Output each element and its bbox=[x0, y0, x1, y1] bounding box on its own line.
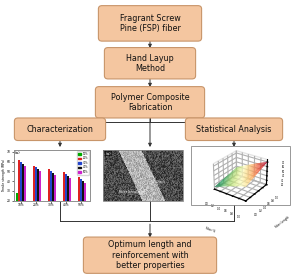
FancyBboxPatch shape bbox=[185, 118, 283, 141]
Text: Crack: Crack bbox=[156, 180, 166, 183]
Legend: 10%, 20%, 30%, 40%, 50%: 10%, 20%, 30%, 40%, 50% bbox=[77, 151, 89, 175]
Bar bbox=[39, 171, 41, 220]
FancyBboxPatch shape bbox=[98, 6, 202, 41]
Bar bbox=[24, 166, 26, 220]
Bar bbox=[52, 173, 54, 220]
Text: Fragrant Screw
Pine (FSP) fiber: Fragrant Screw Pine (FSP) fiber bbox=[120, 14, 180, 33]
Bar bbox=[80, 179, 82, 220]
Bar bbox=[54, 175, 56, 220]
Bar bbox=[37, 169, 39, 220]
Text: Optimum length and
reinforcement with
better properties: Optimum length and reinforcement with be… bbox=[108, 240, 192, 270]
Bar bbox=[65, 174, 67, 220]
Text: fiber breakage: fiber breakage bbox=[119, 190, 145, 194]
Y-axis label: Tensile strength (MPa): Tensile strength (MPa) bbox=[2, 159, 6, 192]
Bar bbox=[33, 166, 35, 220]
Bar bbox=[48, 169, 50, 220]
FancyBboxPatch shape bbox=[14, 118, 106, 141]
Text: Polymer Composite
Fabrication: Polymer Composite Fabrication bbox=[111, 93, 189, 112]
Text: (a): (a) bbox=[106, 152, 112, 156]
FancyBboxPatch shape bbox=[104, 48, 196, 79]
FancyBboxPatch shape bbox=[83, 237, 217, 273]
Bar bbox=[63, 172, 65, 220]
Bar bbox=[78, 177, 80, 220]
X-axis label: Fiber %: Fiber % bbox=[205, 226, 216, 234]
Bar bbox=[50, 171, 52, 220]
Bar bbox=[16, 193, 18, 220]
Bar bbox=[84, 183, 86, 220]
Bar bbox=[69, 178, 71, 220]
FancyBboxPatch shape bbox=[95, 87, 205, 118]
Bar bbox=[67, 176, 69, 220]
Text: (a): (a) bbox=[15, 151, 21, 155]
Text: Statistical Analysis: Statistical Analysis bbox=[196, 125, 272, 134]
Bar bbox=[82, 181, 84, 220]
Text: Characterization: Characterization bbox=[27, 125, 93, 134]
Text: Hand Layup
Method: Hand Layup Method bbox=[126, 54, 174, 73]
Y-axis label: Fiber Length: Fiber Length bbox=[275, 215, 291, 229]
Bar bbox=[20, 162, 22, 220]
Bar bbox=[22, 164, 24, 220]
Bar bbox=[18, 160, 20, 220]
Bar bbox=[35, 167, 37, 220]
